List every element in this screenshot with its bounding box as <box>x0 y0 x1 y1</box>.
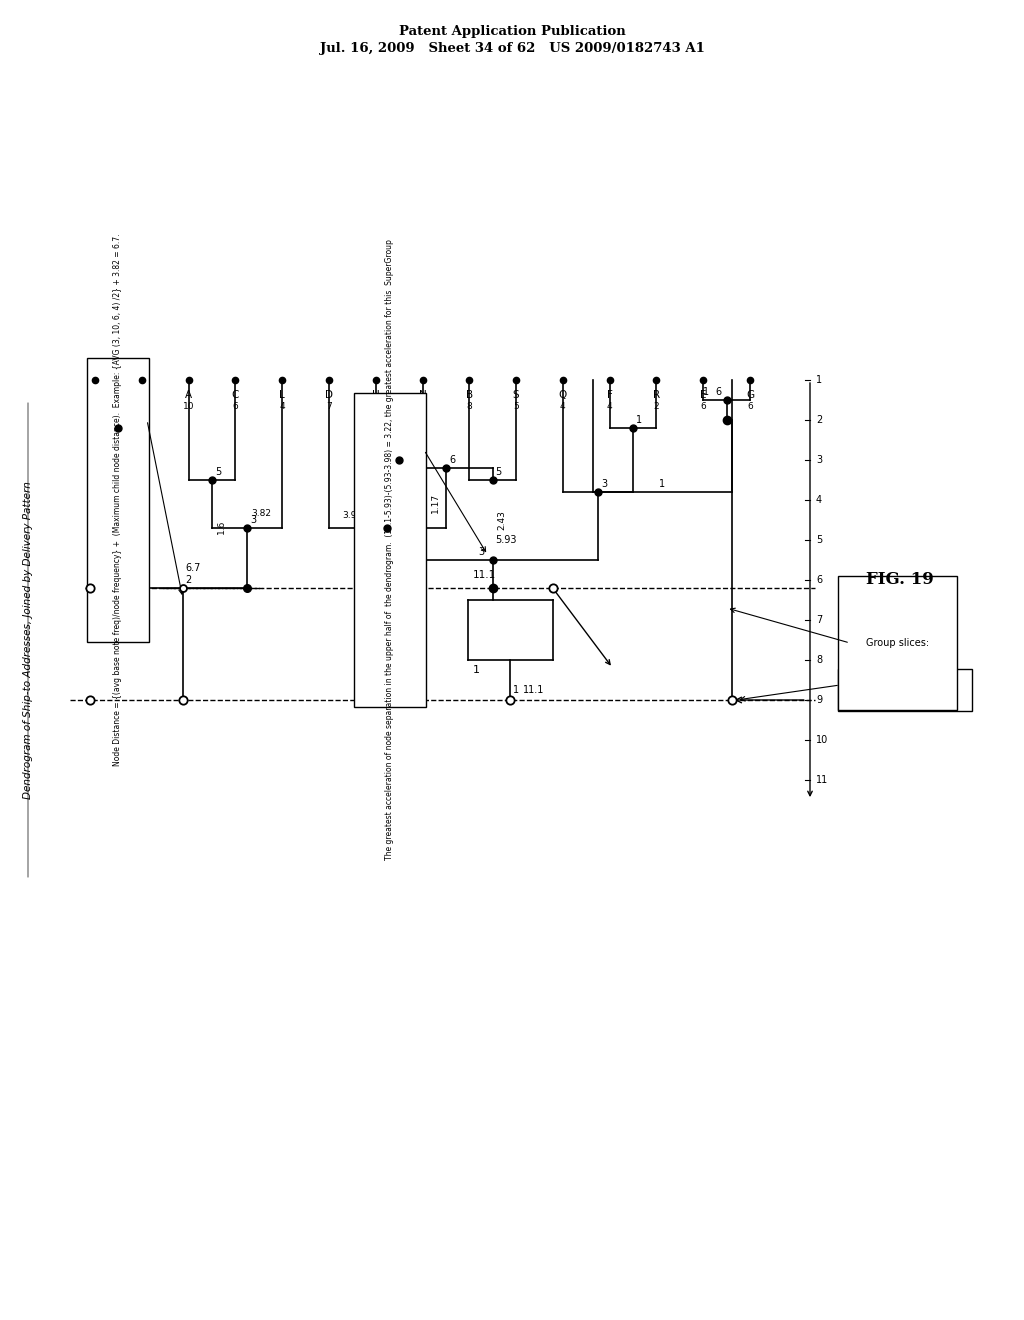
Text: 1: 1 <box>124 414 129 425</box>
Text: 5: 5 <box>215 467 221 477</box>
Text: N: N <box>419 389 426 400</box>
Text: 1: 1 <box>513 685 519 696</box>
Text: 5: 5 <box>373 403 379 411</box>
Text: 11.1: 11.1 <box>522 685 544 696</box>
Text: 3: 3 <box>816 455 822 465</box>
Text: 1: 1 <box>92 403 98 411</box>
Text: D: D <box>325 389 333 400</box>
Text: 1.2: 1.2 <box>381 495 390 510</box>
Text: 4: 4 <box>560 403 565 411</box>
Text: 1.17: 1.17 <box>431 492 440 513</box>
Text: Patent Application Publication: Patent Application Publication <box>398 25 626 38</box>
Text: 6: 6 <box>716 387 722 397</box>
Text: 2.43: 2.43 <box>498 510 507 529</box>
Text: 4: 4 <box>816 495 822 506</box>
Text: 1.6: 1.6 <box>217 520 226 535</box>
Text: 1: 1 <box>816 375 822 385</box>
Text: 3.98: 3.98 <box>342 511 362 520</box>
Text: 3: 3 <box>478 546 484 557</box>
Text: 6: 6 <box>748 403 753 411</box>
Text: 3: 3 <box>139 403 144 411</box>
Text: 6.7: 6.7 <box>185 564 201 573</box>
Text: SuperGroup slice:: SuperGroup slice: <box>861 681 948 690</box>
Text: 11: 11 <box>816 775 828 785</box>
Text: 6: 6 <box>232 403 239 411</box>
Text: Jul. 16, 2009   Sheet 34 of 62   US 2009/0182743 A1: Jul. 16, 2009 Sheet 34 of 62 US 2009/018… <box>319 42 705 55</box>
Text: E: E <box>700 389 707 400</box>
Text: 6: 6 <box>816 576 822 585</box>
Text: Node Distance = {(avg base note freq)/node frequency} +  (Maximum child node dis: Node Distance = {(avg base note freq)/no… <box>114 234 123 766</box>
Text: 5: 5 <box>816 535 822 545</box>
Text: 1: 1 <box>659 479 666 488</box>
Text: Group slices:: Group slices: <box>866 638 929 648</box>
Text: 2: 2 <box>653 403 659 411</box>
Text: 3.82: 3.82 <box>251 510 271 517</box>
Text: B: B <box>466 389 473 400</box>
Text: 6: 6 <box>420 403 425 411</box>
Text: FIG. 19: FIG. 19 <box>866 572 934 589</box>
Text: Dendrogram of Ship-to Addresses, Joined by Delivery Pattern: Dendrogram of Ship-to Addresses, Joined … <box>23 480 33 799</box>
FancyBboxPatch shape <box>87 358 150 642</box>
FancyBboxPatch shape <box>354 393 426 708</box>
Text: 4: 4 <box>280 403 285 411</box>
Text: 1: 1 <box>473 665 479 675</box>
Text: 11.1: 11.1 <box>473 570 496 579</box>
Text: 4: 4 <box>607 403 612 411</box>
Text: 2: 2 <box>185 576 191 585</box>
Text: 5.93: 5.93 <box>496 535 517 545</box>
Text: 9: 9 <box>816 696 822 705</box>
Text: 3: 3 <box>250 515 256 525</box>
Text: 5: 5 <box>402 447 409 457</box>
Text: G: G <box>745 389 754 400</box>
Text: 8: 8 <box>466 403 472 411</box>
Text: 10: 10 <box>816 735 828 744</box>
Text: 8: 8 <box>816 655 822 665</box>
Text: 7: 7 <box>816 615 822 624</box>
Text: 1: 1 <box>702 387 709 397</box>
Text: 6: 6 <box>700 403 707 411</box>
Text: 6: 6 <box>449 455 455 465</box>
Text: 10: 10 <box>183 403 195 411</box>
Text: 3: 3 <box>601 479 607 488</box>
Text: A: A <box>185 389 193 400</box>
Text: S: S <box>513 389 519 400</box>
Text: R: R <box>653 389 660 400</box>
Text: 7: 7 <box>326 403 332 411</box>
Text: M: M <box>137 389 146 400</box>
Text: 5: 5 <box>496 467 502 477</box>
Text: Q: Q <box>559 389 567 400</box>
Text: H: H <box>372 389 380 400</box>
FancyBboxPatch shape <box>838 669 972 711</box>
Text: L: L <box>280 389 285 400</box>
Text: C: C <box>231 389 239 400</box>
Text: 4: 4 <box>372 515 378 525</box>
Text: 2: 2 <box>816 414 822 425</box>
Text: F: F <box>606 389 612 400</box>
Text: 1: 1 <box>636 414 642 425</box>
FancyBboxPatch shape <box>838 576 957 710</box>
Text: U: U <box>91 389 98 400</box>
Text: 5: 5 <box>513 403 519 411</box>
Text: The greatest acceleration of node separation in the upper half of  the dendrogra: The greatest acceleration of node separa… <box>385 239 394 861</box>
